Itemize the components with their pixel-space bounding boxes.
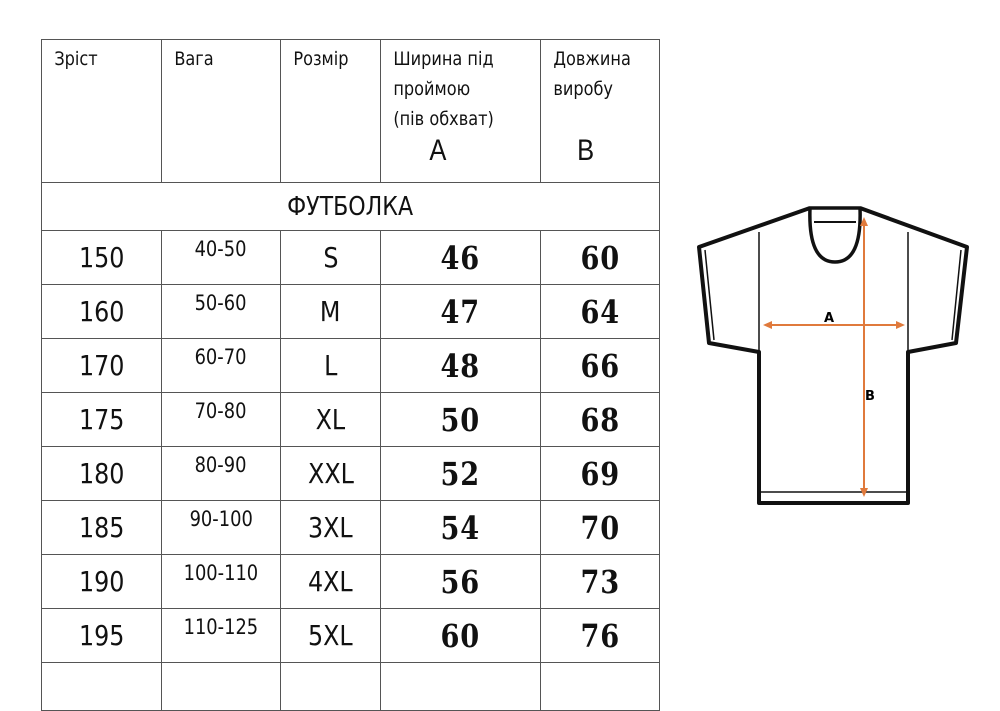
table-row: 180 80-90 XXL 52 69 [41,446,660,501]
cell-size: 4XL [280,554,381,609]
cell-length: 70 [540,500,660,555]
table-row: 175 70-80 XL 50 68 [41,392,660,447]
header-row: Зріст Вага Розмір Ширина під проймою (пі… [41,39,660,183]
header-height: Зріст [41,39,144,183]
cell-size: XL [280,392,381,447]
cell-width: 56 [380,554,541,609]
cell-height: 180 [41,446,162,501]
cell-size: 3XL [280,500,381,555]
table-row: 160 50-60 M 47 64 [41,284,660,339]
collar [808,206,862,264]
cell-width: 47 [380,284,541,339]
cell-length: 68 [540,392,660,447]
letter-a: A [428,134,446,167]
empty-row [41,662,660,711]
cell-length: 73 [540,554,660,609]
cell-height: 195 [41,608,162,663]
cell-weight: 40-50 [161,230,281,285]
label-a: A [824,311,834,326]
cell-size: M [280,284,381,339]
cell-weight: 50-60 [161,284,281,339]
cell-weight: 70-80 [161,392,281,447]
cell-height: 170 [41,338,162,393]
cell-length: 66 [540,338,660,393]
cell-width: 52 [380,446,541,501]
size-chart-table: Зріст Вага Розмір Ширина під проймою (пі… [41,39,660,711]
cell-height: 160 [41,284,162,339]
cell-length: 76 [540,608,660,663]
cell-weight: 90-100 [161,500,281,555]
header-size: Розмір [280,39,366,183]
table-row: 190 100-110 4XL 56 73 [41,554,660,609]
letter-b: B [576,134,594,167]
cell-size: XXL [280,446,381,501]
cell-weight: 110-125 [161,608,281,663]
tshirt-outline [697,206,969,505]
label-b: B [865,389,875,404]
cell-size: 5XL [280,608,381,663]
cell-width: 60 [380,608,541,663]
header-width: Ширина під проймою (пів обхват) A [380,39,517,183]
header-weight: Вага [161,39,264,183]
cell-weight: 80-90 [161,446,281,501]
cell-weight: 60-70 [161,338,281,393]
cell-length: 69 [540,446,660,501]
cell-length: 64 [540,284,660,339]
cell-height: 150 [41,230,162,285]
cell-width: 46 [380,230,541,285]
header-length: Довжина виробу B [540,39,643,183]
cell-height: 190 [41,554,162,609]
table-row: 195 110-125 5XL 60 76 [41,608,660,663]
